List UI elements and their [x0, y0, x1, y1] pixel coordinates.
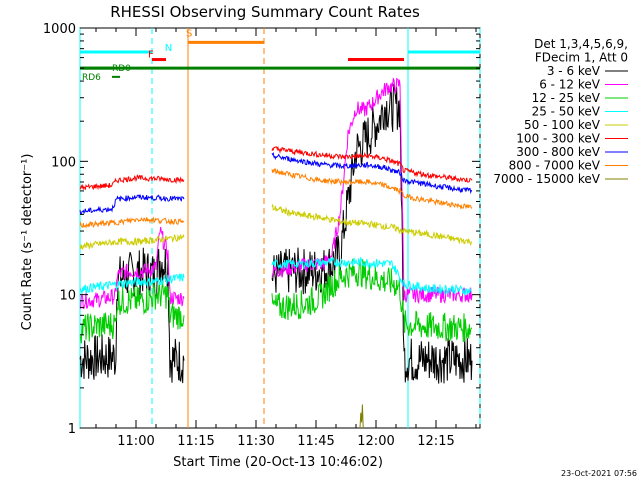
series-line-8-0 [359, 404, 364, 429]
legend-label-4: 50 - 100 keV [524, 118, 601, 132]
series-line-4-1 [271, 203, 473, 247]
y-tick-label-1: 10 [59, 289, 76, 304]
status-label-s: S [186, 28, 192, 39]
legend: Det 1,3,4,5,6,9,FDecim 1, Att 03 - 6 keV… [493, 37, 628, 186]
series-line-6-1 [271, 151, 473, 195]
y-tick-label-2: 100 [51, 155, 76, 170]
x-tick-label-4: 12:00 [357, 434, 394, 449]
series-line-7-1 [271, 168, 473, 210]
x-tick-label-2: 11:30 [237, 434, 274, 449]
x-tick-label-5: 12:15 [417, 434, 454, 449]
legend-label-2: 12 - 25 keV [532, 91, 601, 105]
series-line-2-1 [271, 258, 473, 343]
x-axis-label: Start Time (20-Oct-13 10:46:02) [173, 455, 383, 470]
status-label-n: N [165, 43, 172, 54]
series-line-3-1 [271, 256, 473, 296]
status-label-rd6: RD6 [82, 73, 101, 83]
series-line-6-0 [79, 194, 185, 215]
chart-title: RHESSI Observing Summary Count Rates [110, 3, 420, 21]
legend-header-1: FDecim 1, Att 0 [535, 51, 628, 65]
timestamp: 23-Oct-2021 07:56 [561, 469, 637, 478]
legend-label-8: 7000 - 15000 keV [493, 172, 600, 186]
series-line-0-0 [79, 247, 185, 384]
series-line-3-0 [79, 273, 185, 294]
vertical-markers [79, 28, 481, 428]
x-tick-label-1: 11:15 [177, 434, 214, 449]
series-line-5-0 [79, 174, 185, 191]
legend-label-3: 25 - 50 keV [532, 105, 601, 119]
status-label-f: F [148, 50, 154, 61]
series-line-4-0 [79, 233, 185, 251]
legend-label-1: 6 - 12 keV [539, 78, 601, 92]
series-line-0-1 [271, 83, 473, 384]
legend-label-7: 800 - 7000 keV [509, 159, 601, 173]
axes: 1 10 100 1000 11:00 11:15 11:30 11:45 12:00 12:15 [43, 22, 480, 449]
series-line-7-0 [79, 216, 185, 229]
legend-label-5: 100 - 300 keV [516, 132, 600, 146]
series-line-5-1 [271, 146, 473, 183]
series-line-1-1 [271, 77, 473, 305]
y-axis-label: Count Rate (s⁻¹ detector⁻¹) [20, 154, 35, 331]
legend-header-0: Det 1,3,4,5,6,9, [534, 37, 628, 51]
x-tick-label-0: 11:00 [117, 434, 154, 449]
series-lines [79, 77, 473, 429]
y-tick-label-0: 1 [68, 422, 76, 437]
x-tick-label-3: 11:45 [297, 434, 334, 449]
series-line-1-0 [79, 226, 185, 310]
status-label-rd0: RD0 [112, 64, 131, 74]
status-bars: S FN RD0 RD6 [80, 28, 480, 83]
legend-label-0: 3 - 6 keV [547, 64, 601, 78]
y-tick-label-3: 1000 [43, 22, 76, 37]
legend-label-6: 300 - 800 keV [516, 145, 600, 159]
series-line-2-0 [79, 280, 185, 344]
